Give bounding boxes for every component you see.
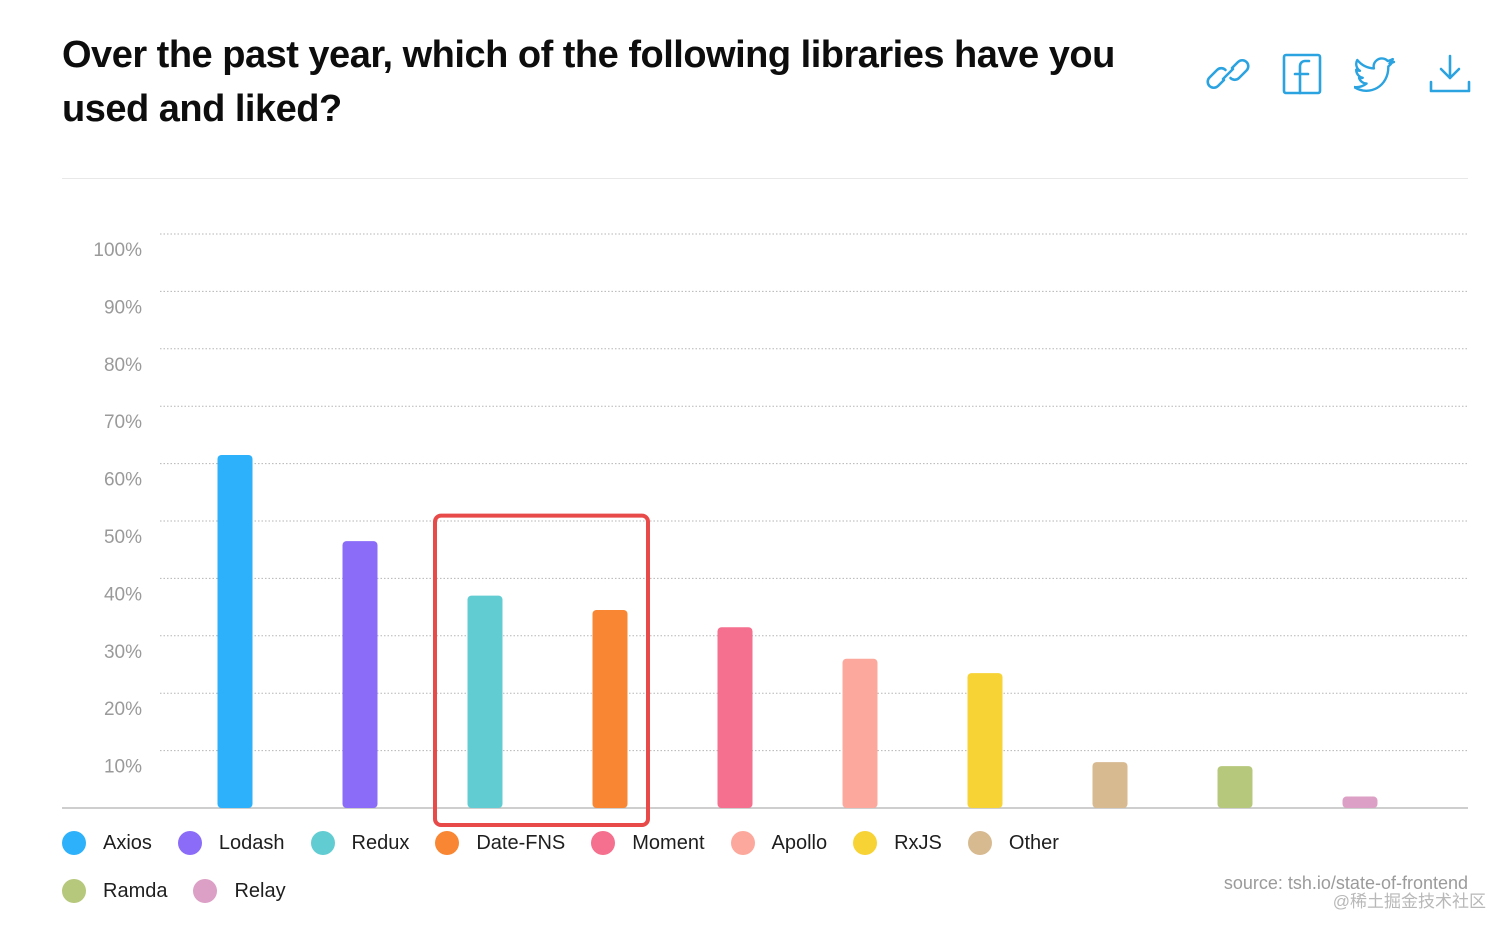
legend-item: Moment (591, 830, 705, 856)
bar-relay (1342, 796, 1378, 808)
legend-label: RxJS (894, 831, 942, 854)
y-tick-label: 60% (104, 470, 142, 491)
chart-legend: Axios Lodash Redux Date-FNS Moment Apollo RxJS… (62, 830, 1112, 904)
bar-other (1092, 762, 1128, 808)
y-tick-label: 90% (104, 297, 142, 318)
legend-label: Ramda (103, 879, 168, 902)
y-tick-label: 50% (104, 527, 142, 548)
legend-item: Apollo (730, 830, 828, 856)
legend-item: Other (967, 830, 1059, 856)
download-icon (1429, 54, 1471, 93)
legend-swatch (177, 831, 202, 855)
y-tick-label: 80% (104, 355, 142, 376)
highlight-box (433, 513, 650, 827)
legend-label: Other (1008, 831, 1059, 854)
legend-swatch (310, 831, 335, 855)
y-tick-label: 20% (104, 699, 142, 720)
bar-date-fns (592, 609, 628, 808)
legend-label: Relay (234, 879, 286, 902)
y-tick-label: 10% (104, 757, 142, 778)
legend-item: Axios (62, 830, 152, 856)
legend-swatch (967, 831, 992, 855)
legend-swatch (853, 831, 878, 855)
y-tick-label: 40% (104, 584, 142, 605)
bar-lodash (342, 541, 378, 808)
legend-label: Redux (351, 831, 410, 854)
download-button[interactable] (1428, 52, 1472, 96)
header-divider (62, 178, 1468, 179)
facebook-share-button[interactable] (1280, 52, 1324, 96)
legend-item: RxJS (853, 830, 942, 856)
legend-item: Relay (193, 878, 286, 904)
facebook-icon (1282, 53, 1322, 95)
legend-label: Date-FNS (476, 831, 566, 854)
legend-label: Axios (103, 831, 152, 854)
watermark: @稀土掘金技术社区 (1332, 892, 1486, 911)
chart-title: Over the past year, which of the followi… (62, 34, 1115, 130)
legend-swatch (730, 831, 755, 855)
legend-item: Redux (310, 830, 410, 856)
bar-moment (717, 627, 753, 808)
legend-item: Ramda (62, 878, 167, 904)
twitter-share-button[interactable] (1354, 52, 1398, 96)
twitter-icon (1354, 57, 1396, 92)
legend-swatch (591, 831, 616, 855)
legend-swatch (435, 831, 460, 855)
bar-rxjs (967, 673, 1003, 808)
link-icon (1206, 59, 1250, 89)
bar-redux (467, 595, 503, 808)
source-note: source: tsh.io/state-of-frontend (1223, 873, 1468, 893)
y-tick-label: 70% (104, 412, 142, 433)
copy-link-button[interactable] (1206, 52, 1250, 96)
share-actions (1206, 52, 1472, 96)
legend-swatch (193, 879, 218, 903)
legend-item: Date-FNS (435, 830, 565, 856)
bar-axios (217, 454, 253, 808)
y-tick-label: 30% (104, 642, 142, 663)
bar-apollo (842, 658, 878, 808)
legend-swatch (62, 879, 86, 903)
bar-ramda (1217, 766, 1253, 808)
y-tick-label: 100% (93, 240, 142, 261)
legend-item: Lodash (177, 830, 285, 856)
legend-label: Lodash (218, 831, 285, 854)
legend-label: Moment (632, 831, 705, 854)
legend-label: Apollo (771, 831, 828, 854)
legend-swatch (62, 831, 86, 855)
